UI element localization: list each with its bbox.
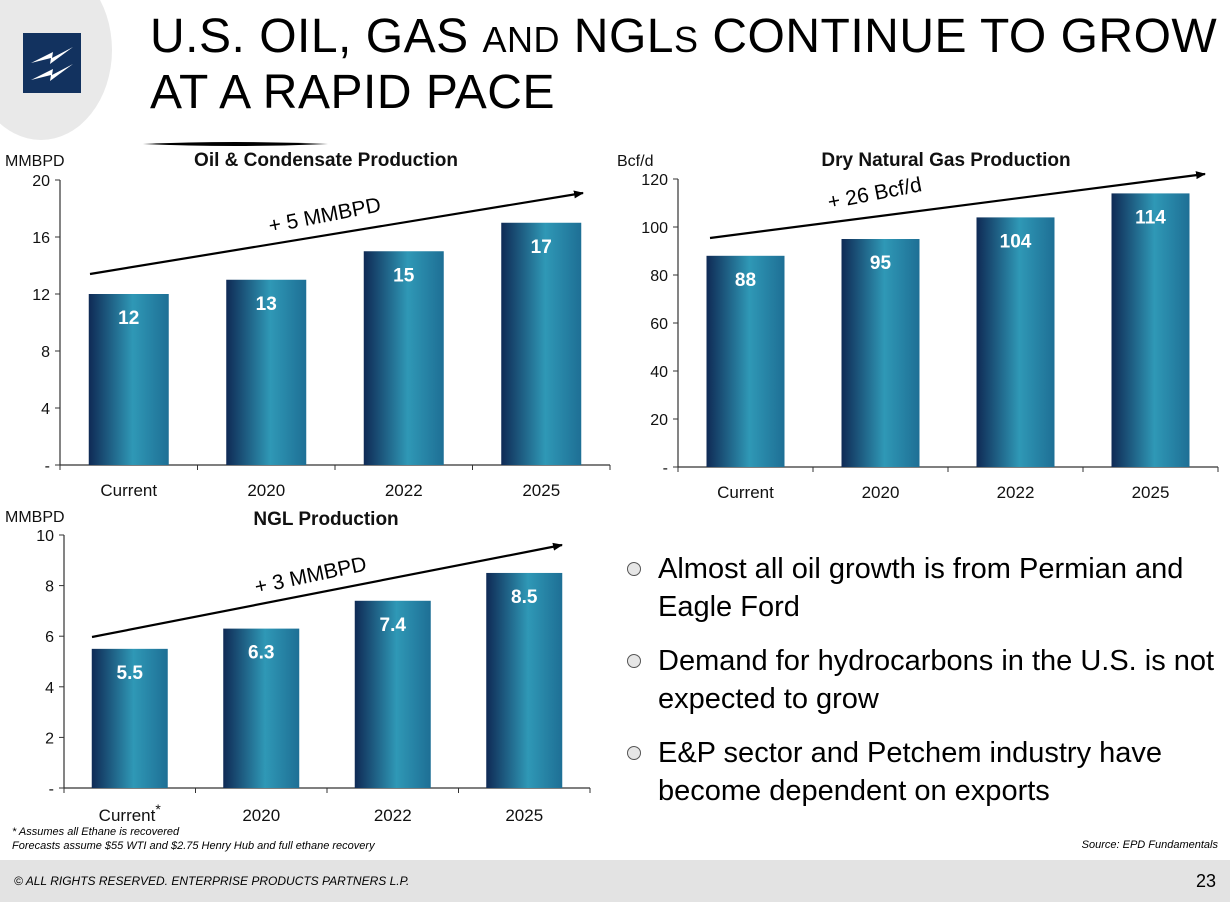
y-tick-label: 8	[41, 344, 50, 361]
chart-title: Oil & Condensate Production	[194, 150, 458, 171]
bar	[486, 572, 563, 788]
title-line2: AT A RAPID PACE	[150, 66, 555, 119]
bullet-item: Demand for hydrocarbons in the U.S. is n…	[625, 642, 1215, 718]
bar-value-label: 104	[1000, 231, 1032, 252]
footnote-ethane: * Assumes all Ethane is recovered	[12, 826, 180, 838]
x-category-label: 2022	[997, 483, 1035, 502]
y-tick-label: 100	[641, 220, 668, 237]
bar	[363, 251, 444, 465]
source-note: Source: EPD Fundamentals	[1081, 839, 1218, 851]
lightning-bolt-icon	[31, 47, 73, 81]
x-category-label: Current	[717, 483, 774, 502]
bullet-text: Almost all oil growth is from Permian an…	[658, 553, 1184, 623]
bar	[91, 648, 168, 788]
bar	[976, 217, 1055, 467]
x-category-label: Current*	[99, 801, 162, 825]
bullet-circle-icon	[627, 654, 641, 668]
x-category-label: Current	[100, 481, 157, 500]
copyright-text: © ALL RIGHTS RESERVED. ENTERPRISE PRODUC…	[14, 874, 410, 888]
chart-title: NGL Production	[253, 509, 398, 530]
footnote-forecast: Forecasts assume $55 WTI and $2.75 Henry…	[12, 840, 375, 852]
page-number: 23	[1195, 871, 1216, 891]
title-underline	[143, 142, 328, 146]
bar-value-label: 17	[531, 237, 552, 258]
trend-annotation: + 26 Bcf/d	[826, 173, 924, 214]
bullet-text: E&P sector and Petchem industry have bec…	[658, 737, 1163, 807]
title-part: CONTINUE TO GROW	[698, 10, 1218, 63]
y-tick-label: 4	[41, 401, 50, 418]
y-tick-label: -	[663, 460, 668, 477]
bar	[706, 255, 785, 467]
bar-value-label: 7.4	[380, 615, 407, 636]
y-tick-label: 120	[641, 172, 668, 189]
x-category-label: 2025	[522, 481, 560, 500]
x-category-label: 2020	[242, 806, 280, 825]
trend-annotation: + 3 MMBPD	[253, 553, 369, 599]
x-category-label: 2022	[385, 481, 423, 500]
y-tick-label: 20	[32, 173, 50, 190]
bar-value-label: 12	[118, 308, 139, 329]
title-part: NGL	[559, 10, 674, 63]
charts-canvas: Oil & Condensate Production MMBPD - 4 8 12 16 2…	[5, 150, 1219, 825]
bullet-circle-icon	[627, 562, 641, 576]
company-logo	[23, 33, 81, 93]
y-tick-label: 2	[45, 730, 54, 747]
bar-value-label: 8.5	[511, 587, 538, 608]
bar	[1111, 193, 1190, 467]
bar	[501, 222, 582, 465]
y-tick-label: -	[49, 781, 54, 798]
x-category-label: 2025	[1132, 483, 1170, 502]
title-part: S	[673, 19, 699, 60]
bar	[841, 239, 920, 467]
y-tick-label: 10	[36, 528, 54, 545]
bullet-item: Almost all oil growth is from Permian an…	[625, 550, 1215, 626]
title-line1: U.S. OIL, GAS AND NGLS CONTINUE TO GROW	[150, 10, 1217, 63]
y-axis-unit-label: Bcf/d	[617, 153, 653, 170]
y-tick-label: 8	[45, 579, 54, 596]
y-tick-label: 6	[45, 629, 54, 646]
bullet-item: E&P sector and Petchem industry have bec…	[625, 734, 1215, 810]
y-tick-label: 16	[32, 230, 50, 247]
y-tick-label: -	[45, 458, 50, 475]
bar-value-label: 95	[870, 253, 892, 274]
bar-value-label: 15	[393, 265, 415, 286]
bar-value-label: 88	[735, 270, 756, 291]
bullet-list: Almost all oil growth is from Permian an…	[625, 550, 1215, 826]
y-tick-label: 20	[650, 412, 668, 429]
y-tick-label: 60	[650, 316, 668, 333]
x-category-label: 2022	[374, 806, 412, 825]
y-tick-label: 4	[45, 680, 54, 697]
chart-title: Dry Natural Gas Production	[821, 150, 1070, 171]
trend-arrow	[709, 171, 1206, 240]
bar-value-label: 13	[256, 294, 277, 315]
bar-value-label: 114	[1135, 207, 1166, 228]
bar-value-label: 6.3	[248, 643, 274, 664]
bar	[354, 600, 431, 788]
y-tick-label: 40	[650, 364, 668, 381]
title-part: AND	[482, 19, 560, 60]
footer-bar: © ALL RIGHTS RESERVED. ENTERPRISE PRODUC…	[0, 860, 1230, 902]
bar-value-label: 5.5	[117, 663, 144, 684]
y-tick-label: 80	[650, 268, 668, 285]
bullet-circle-icon	[627, 746, 641, 760]
y-axis-unit-label: MMBPD	[5, 153, 65, 170]
x-category-label: 2020	[862, 483, 900, 502]
y-tick-label: 12	[32, 287, 50, 304]
trend-annotation: + 5 MMBPD	[267, 193, 383, 237]
bullet-text: Demand for hydrocarbons in the U.S. is n…	[658, 645, 1215, 715]
bar	[88, 294, 169, 465]
x-category-label: 2025	[505, 806, 543, 825]
trend-arrow	[89, 190, 584, 276]
y-axis-unit-label: MMBPD	[5, 509, 65, 526]
trend-arrow	[91, 542, 563, 639]
bar	[223, 628, 300, 788]
x-category-label: 2020	[247, 481, 285, 500]
title-part: U.S. OIL, GAS	[150, 10, 483, 63]
page-title: U.S. OIL, GAS AND NGLS CONTINUE TO GROW …	[150, 10, 1217, 119]
bar	[226, 279, 307, 465]
